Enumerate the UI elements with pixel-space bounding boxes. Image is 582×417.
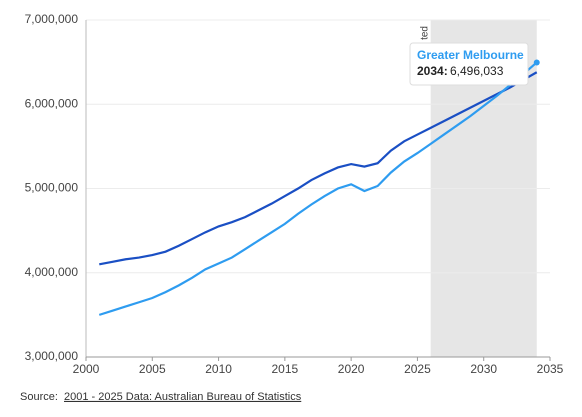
series-line bbox=[99, 71, 538, 266]
series-line bbox=[98, 61, 538, 316]
tooltip-x: 2034: bbox=[417, 64, 448, 78]
y-tick-label: 7,000,000 bbox=[25, 12, 79, 26]
tooltip-title: Greater Melbourne bbox=[417, 48, 524, 62]
source-link[interactable]: 2001 - 2025 Data: Australian Bureau of S… bbox=[64, 391, 302, 403]
tooltip-box bbox=[409, 42, 529, 86]
x-tick-label: 2000 bbox=[73, 362, 100, 376]
x-tick-label: 2020 bbox=[338, 362, 365, 376]
tooltip-value: 6,496,033 bbox=[450, 64, 504, 78]
x-tick-label: 2015 bbox=[272, 362, 299, 376]
x-tick-label: 2010 bbox=[205, 362, 232, 376]
plot: ted 3,000,000 4,000,000 5,000,000 6,000,000 7… bbox=[25, 12, 564, 376]
y-tick-label: 4,000,000 bbox=[25, 265, 79, 279]
x-tick-label: 2025 bbox=[404, 362, 431, 376]
y-tick-label: 6,000,000 bbox=[25, 96, 79, 110]
x-tick-label: 2035 bbox=[537, 362, 564, 376]
y-tick-label: 5,000,000 bbox=[25, 181, 79, 195]
x-tick-label: 2005 bbox=[139, 362, 166, 376]
projection-label-group: ted bbox=[419, 26, 430, 40]
projection-label: ted bbox=[419, 26, 430, 40]
x-tick-label: 2030 bbox=[470, 362, 497, 376]
hover-point bbox=[533, 59, 540, 66]
source-prefix: Source: bbox=[20, 391, 58, 403]
y-tick-label: 3,000,000 bbox=[25, 349, 79, 363]
